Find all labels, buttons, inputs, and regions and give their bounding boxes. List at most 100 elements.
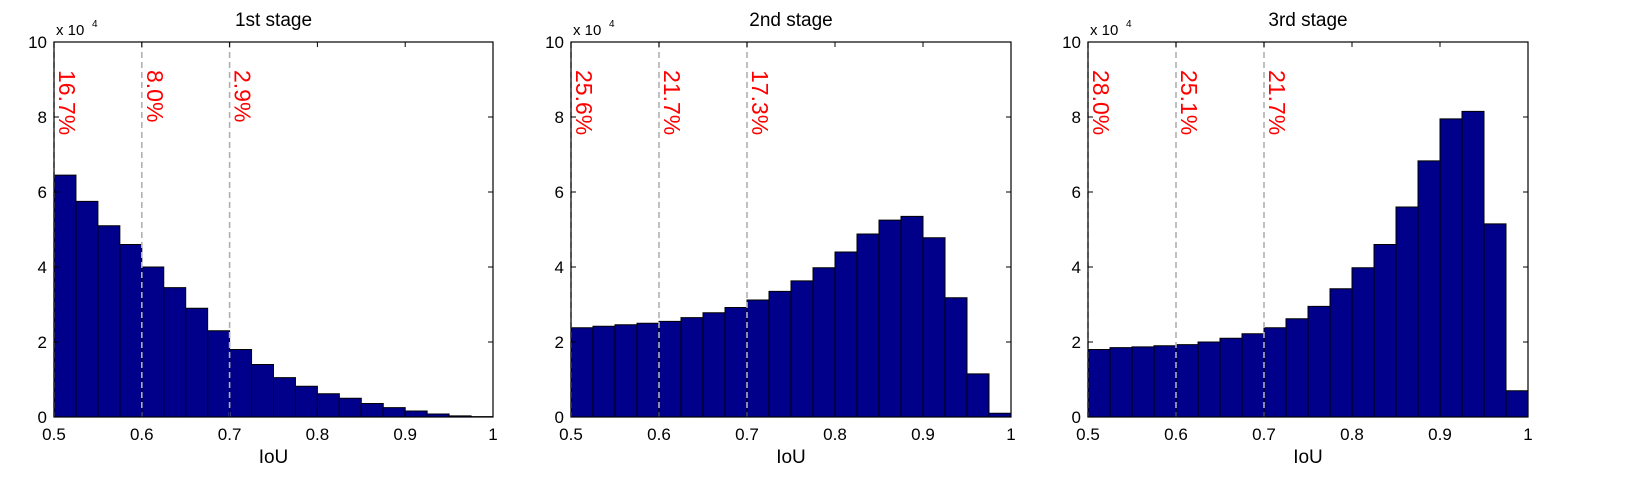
- x-tick-label: 0.7: [1252, 425, 1276, 444]
- histogram-bar: [382, 407, 406, 418]
- y-tick-label: 4: [38, 258, 47, 277]
- y-tick-label: 2: [38, 333, 47, 352]
- histogram-bar: [702, 312, 726, 418]
- histogram-bar: [834, 251, 858, 418]
- histogram-bar: [570, 327, 594, 418]
- histogram-bar: [1505, 390, 1529, 418]
- x-tick-label: 1: [1523, 425, 1532, 444]
- y-tick-label: 0: [555, 408, 564, 427]
- histogram-bar: [1087, 349, 1111, 418]
- histogram-bar: [207, 330, 231, 418]
- histogram-bar: [338, 397, 362, 418]
- y-multiplier-exponent: 4: [609, 19, 615, 30]
- histogram-bar: [592, 325, 616, 418]
- y-tick-label: 10: [545, 33, 564, 52]
- x-tick-label: 0.5: [559, 425, 583, 444]
- x-axis-label: IoU: [1293, 447, 1323, 468]
- histogram-bar: [746, 299, 770, 418]
- x-tick-label: 1: [1006, 425, 1015, 444]
- histogram-bar: [636, 322, 660, 418]
- histogram-bar: [1439, 118, 1463, 418]
- y-tick-label: 2: [1072, 333, 1081, 352]
- y-multiplier-label: x 10: [1090, 22, 1118, 39]
- histogram-bar: [944, 297, 968, 418]
- histogram-bar: [878, 219, 902, 418]
- histogram-bar: [294, 385, 318, 418]
- y-tick-label: 10: [1062, 33, 1081, 52]
- x-tick-label: 0.6: [647, 425, 671, 444]
- x-tick-label: 0.8: [823, 425, 847, 444]
- histogram-bar: [966, 373, 990, 418]
- histogram-bar: [97, 225, 121, 418]
- histogram-bar: [1263, 327, 1287, 418]
- histogram-bar: [1461, 110, 1485, 418]
- y-multiplier-label: x 10: [573, 22, 601, 39]
- y-multiplier-label: x 10: [56, 22, 84, 39]
- histogram-bar: [404, 410, 428, 418]
- histogram-bar: [1329, 288, 1353, 418]
- y-tick-label: 0: [38, 408, 47, 427]
- x-tick-label: 0.9: [393, 425, 417, 444]
- chart-title: 2nd stage: [749, 10, 832, 31]
- threshold-percent-label: 28.0%: [1088, 70, 1114, 135]
- x-tick-label: 0.8: [306, 425, 330, 444]
- histogram-bar: [75, 200, 99, 418]
- histogram-bar: [900, 215, 924, 418]
- histogram-bar: [856, 233, 880, 418]
- chart-panel-3: 28.0% 25.1% 21.7%0.5 0.6 0.7 0.8 0.9 10246810x …: [1062, 10, 1533, 468]
- threshold-percent-label: 8.0%: [142, 70, 168, 122]
- y-tick-label: 6: [1072, 183, 1081, 202]
- y-tick-label: 4: [555, 258, 564, 277]
- threshold-percent-label: 25.6%: [571, 70, 597, 135]
- histogram-bar: [1417, 160, 1441, 418]
- histogram-bar: [251, 364, 275, 418]
- axes-frame: [1087, 41, 1529, 418]
- histogram-bar: [1395, 206, 1419, 418]
- x-axis-label: IoU: [776, 447, 806, 468]
- x-tick-label: 0.8: [1340, 425, 1364, 444]
- histogram-bar: [1219, 337, 1243, 418]
- x-tick-label: 0.5: [1076, 425, 1100, 444]
- threshold-percent-label: 21.7%: [659, 70, 685, 135]
- histogram-bar: [812, 267, 836, 418]
- histogram-bar: [1153, 345, 1177, 418]
- x-tick-label: 1: [488, 425, 497, 444]
- x-axis-label: IoU: [259, 447, 289, 468]
- y-tick-label: 6: [38, 183, 47, 202]
- chart-title: 3rd stage: [1268, 10, 1347, 31]
- histogram-bar: [316, 393, 340, 418]
- y-tick-label: 10: [28, 33, 47, 52]
- histogram-bar: [360, 403, 384, 418]
- histogram-bar: [141, 266, 165, 418]
- axes-frame: [570, 41, 1012, 418]
- histogram-bar: [1351, 267, 1375, 418]
- x-tick-label: 0.6: [1164, 425, 1188, 444]
- x-tick-label: 0.5: [42, 425, 66, 444]
- y-tick-label: 8: [555, 108, 564, 127]
- y-tick-label: 2: [555, 333, 564, 352]
- histogram-bar: [790, 280, 814, 418]
- histogram-bar: [1373, 244, 1397, 418]
- y-tick-label: 4: [1072, 258, 1081, 277]
- histogram-bar: [1109, 347, 1133, 418]
- chart-panel-2: 25.6% 21.7% 17.3%0.5 0.6 0.7 0.8 0.9 10246810x …: [545, 10, 1016, 468]
- y-tick-label: 0: [1072, 408, 1081, 427]
- histogram-bar: [273, 377, 296, 418]
- axes-frame: [53, 41, 494, 418]
- y-tick-label: 8: [38, 108, 47, 127]
- histogram-bar: [119, 244, 143, 418]
- x-tick-label: 0.7: [735, 425, 759, 444]
- x-tick-label: 0.6: [130, 425, 154, 444]
- chart-title: 1st stage: [235, 10, 312, 31]
- histogram-bar: [658, 320, 682, 418]
- histogram-bar: [1175, 344, 1199, 418]
- y-tick-label: 8: [1072, 108, 1081, 127]
- histogram-bar: [724, 307, 748, 418]
- histogram-bar: [229, 349, 253, 418]
- histogram-bar: [1307, 305, 1331, 418]
- threshold-percent-label: 21.7%: [1264, 70, 1290, 135]
- threshold-percent-label: 25.1%: [1176, 70, 1202, 135]
- histogram-bar: [1131, 346, 1155, 418]
